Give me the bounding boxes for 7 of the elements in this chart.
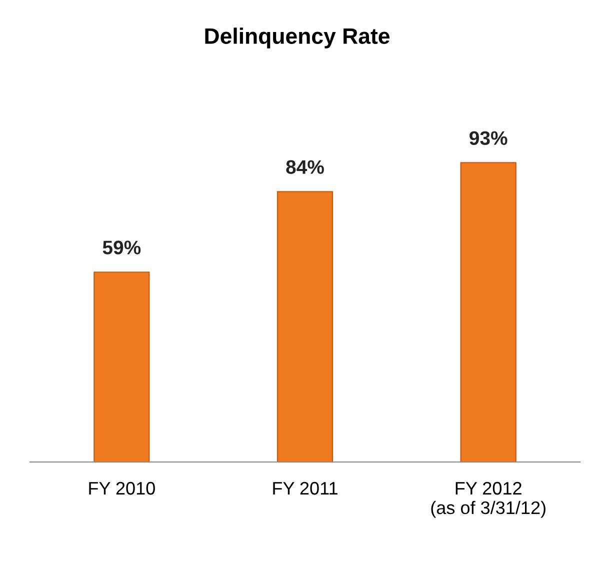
- data-label: 84%: [286, 160, 324, 174]
- x-tick-label: FY 2012 (as of 3/31/12): [431, 482, 546, 518]
- data-label: 93%: [470, 131, 508, 146]
- chart-title: Delinquency Rate: [205, 28, 390, 48]
- x-tick-label: FY 2010: [89, 482, 155, 495]
- data-label: 59%: [102, 240, 141, 254]
- x-tick-label: FY 2011: [273, 482, 338, 495]
